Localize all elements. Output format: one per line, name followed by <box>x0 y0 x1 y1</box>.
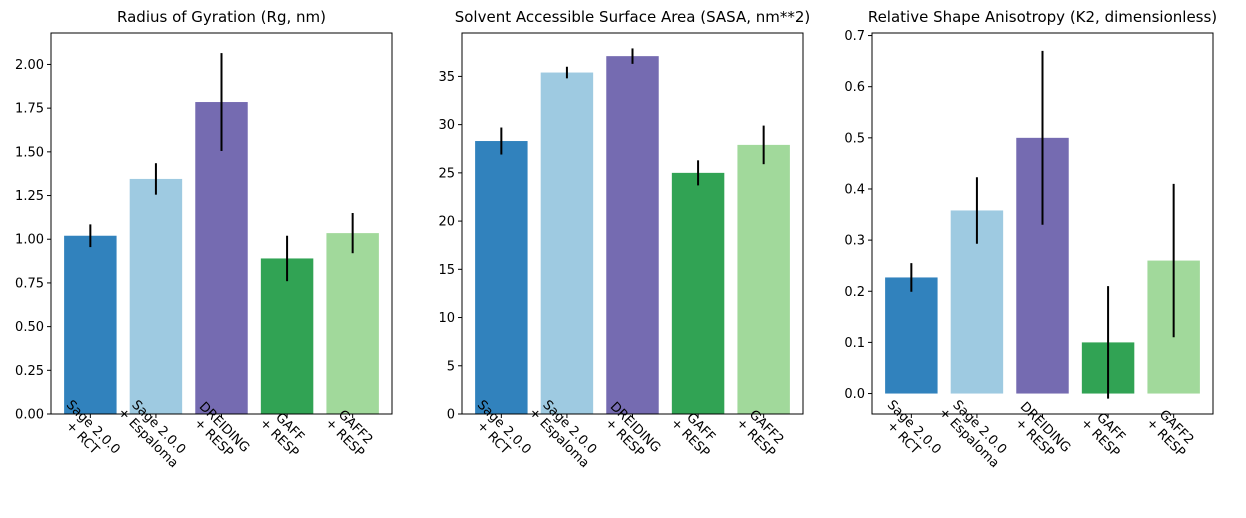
chart-panel-1: Radius of Gyration (Rg, nm) 0.00 0.25 0.50 0… <box>15 8 393 471</box>
bar <box>195 102 248 415</box>
bar <box>475 141 528 414</box>
y-tick-label: 1.00 <box>15 233 44 248</box>
y-tick-label: 1.25 <box>15 189 44 204</box>
bar <box>260 258 314 414</box>
chart-title: Radius of Gyration (Rg, nm) <box>117 8 326 26</box>
chart-panel-2: Solvent Accessible Surface Area (SASA, n… <box>438 8 810 471</box>
y-tick-label: 1.75 <box>15 102 44 117</box>
y-tick-label: 0.0 <box>844 387 865 402</box>
y-tick-label: 0.3 <box>844 234 865 249</box>
y-tick-label: 0.1 <box>844 336 865 351</box>
y-tick-label: 0.2 <box>844 285 865 300</box>
y-tick-label: 0.4 <box>844 182 865 197</box>
x-tick-label: Sage 2.0.0+ Espaloma <box>936 394 1013 471</box>
y-tick-label: 0.6 <box>844 80 865 95</box>
y-tick-label: 15 <box>438 263 455 278</box>
bar <box>64 235 117 414</box>
y-tick-label: 0.7 <box>844 29 865 44</box>
chart-title: Solvent Accessible Surface Area (SASA, n… <box>455 8 811 26</box>
chart-title: Relative Shape Anisotropy (K2, dimension… <box>868 8 1217 26</box>
y-tick-label: 0.25 <box>15 364 44 379</box>
bar <box>885 277 938 394</box>
y-tick-label: 5 <box>447 359 455 374</box>
bar <box>540 72 594 414</box>
x-tick-label: Sage 2.0.0+ RCT <box>873 398 943 468</box>
y-tick-label: 0.75 <box>15 276 44 291</box>
y-tick-label: 0.00 <box>15 408 44 423</box>
bar <box>737 144 790 414</box>
bar <box>129 178 183 414</box>
x-tick-label: GAFF+ RESP <box>1078 405 1134 461</box>
y-tick-label: 35 <box>438 70 455 85</box>
y-tick-label: 0.5 <box>844 131 865 146</box>
y-tick-label: 1.50 <box>15 145 44 160</box>
y-tick-label: 30 <box>438 118 455 133</box>
chart-panel-3: Relative Shape Anisotropy (K2, dimension… <box>844 8 1217 471</box>
y-tick-label: 20 <box>438 215 455 230</box>
y-tick-label: 25 <box>438 166 455 181</box>
y-tick-label: 10 <box>438 311 455 326</box>
bar <box>606 56 659 415</box>
bar <box>326 233 379 414</box>
x-tick-label: GAFF2+ RESP <box>1143 405 1199 461</box>
y-tick-label: 2.00 <box>15 58 44 73</box>
y-tick-label: 0 <box>447 408 455 423</box>
y-tick-label: 0.50 <box>15 320 44 335</box>
x-tick-label: DREIDING+ RESP <box>1006 399 1073 466</box>
bar <box>671 172 725 414</box>
